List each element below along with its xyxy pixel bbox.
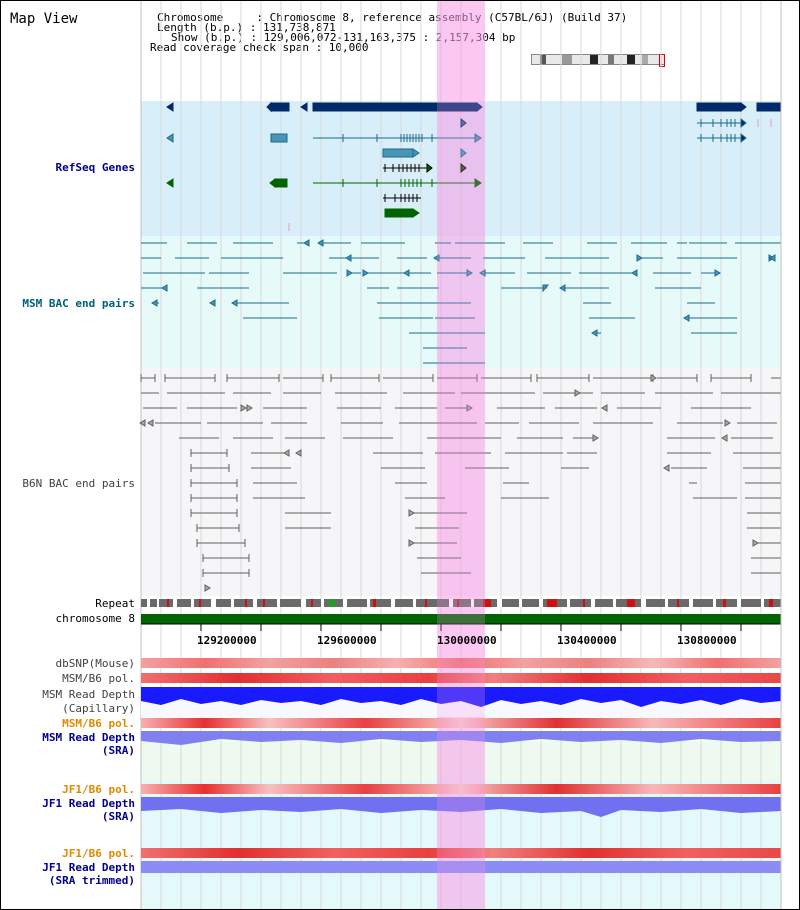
sra-trimmed-label: (SRA trimmed) xyxy=(48,874,135,887)
b6n-bac-label[interactable]: B6N BAC end pairs xyxy=(22,477,135,490)
jf1-depth-trimmed xyxy=(141,861,781,873)
msm-depth-sra xyxy=(141,731,781,745)
msm-bac-pairs xyxy=(141,242,781,364)
jf1-b6-pol-bar-2 xyxy=(141,848,781,858)
axis-tick-label: 129200000 xyxy=(197,634,257,647)
b6n-bac-pairs xyxy=(141,377,781,574)
chromosome-bar xyxy=(141,614,781,624)
jf1-b6-pol-label-2[interactable]: JF1/B6 pol. xyxy=(62,847,135,860)
msm-b6-pol-sra-bar xyxy=(141,718,781,728)
jf1-depth-sra xyxy=(141,797,781,817)
refseq-genes-label[interactable]: RefSeq Genes xyxy=(55,161,135,174)
map-view-title: Map View xyxy=(10,11,78,27)
axis-tick-label: 130000000 xyxy=(437,634,497,647)
jf1-b6-pol-bar xyxy=(141,784,781,794)
msm-b6-pol-label[interactable]: MSM/B6 pol. xyxy=(62,672,135,685)
refseq-transcripts-black xyxy=(383,162,467,202)
b6n-bac-arrows xyxy=(139,374,759,592)
msm-bac-arrows xyxy=(151,239,776,337)
msm-depth-capillary xyxy=(141,687,781,707)
b6n-bac-ticks xyxy=(140,374,752,577)
repeat-track xyxy=(141,599,781,607)
refseq-genes xyxy=(166,101,782,129)
capillary-label: (Capillary) xyxy=(62,702,135,715)
refseq-transcripts-green xyxy=(166,177,482,218)
chromosome-ideogram[interactable] xyxy=(531,54,665,67)
jf1-b6-pol-label[interactable]: JF1/B6 pol. xyxy=(62,783,135,796)
dbsnp-label[interactable]: dbSNP(Mouse) xyxy=(55,657,135,670)
msm-read-depth-label[interactable]: MSM Read Depth xyxy=(42,688,135,701)
dbsnp-bar xyxy=(141,658,781,668)
coverage-span-info: Read coverage check span : 10,000 xyxy=(150,41,369,54)
axis-ticks xyxy=(141,623,781,631)
show-range-info: Show (b.p.) : 129,006,072-131,163,375 : … xyxy=(171,31,516,44)
axis-tick-label: 130400000 xyxy=(557,634,617,647)
refseq-transcripts-blue xyxy=(166,117,747,159)
msm-read-depth-sra-label[interactable]: MSM Read Depth xyxy=(42,731,135,744)
repeat-label[interactable]: Repeat xyxy=(95,597,135,610)
jf1-sra-label: (SRA) xyxy=(101,810,135,823)
msm-bac-label[interactable]: MSM BAC end pairs xyxy=(22,297,135,310)
jf1-read-depth-label[interactable]: JF1 Read Depth xyxy=(42,797,135,810)
length-info: Length (b.p.) : 131,738,871 xyxy=(157,21,336,34)
axis-tick-label: 129600000 xyxy=(317,634,377,647)
sra-label: (SRA) xyxy=(101,744,135,757)
msm-b6-pol-sra-label[interactable]: MSM/B6 pol. xyxy=(62,717,135,730)
chromosome-label: chromosome 8 xyxy=(55,612,135,625)
jf1-read-depth-label-2[interactable]: JF1 Read Depth xyxy=(42,861,135,874)
axis-tick-label: 130800000 xyxy=(677,634,737,647)
msm-b6-pol-bar xyxy=(141,673,781,683)
